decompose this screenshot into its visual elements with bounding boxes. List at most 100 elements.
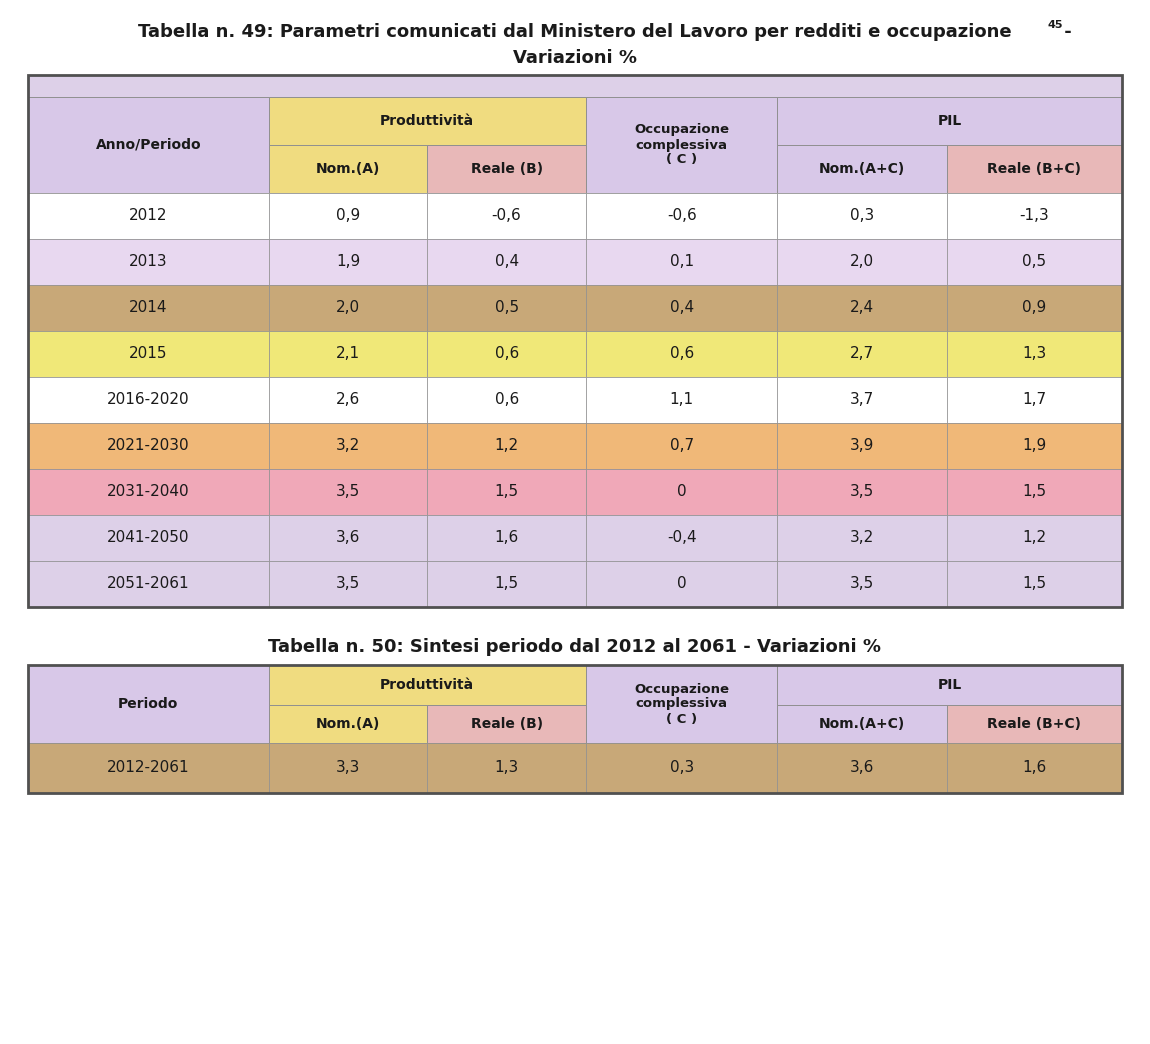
Text: 2,0: 2,0 <box>850 255 874 269</box>
Bar <box>946 515 1122 561</box>
Bar <box>586 665 777 743</box>
Text: 1,2: 1,2 <box>1022 530 1046 546</box>
Bar <box>586 285 777 331</box>
Bar <box>28 665 1122 793</box>
Bar <box>586 377 777 423</box>
Bar <box>269 145 428 193</box>
Bar <box>28 75 1122 607</box>
Text: 1,1: 1,1 <box>669 393 693 407</box>
Text: 1,7: 1,7 <box>1022 393 1046 407</box>
Text: 2041-2050: 2041-2050 <box>107 530 190 546</box>
Text: 0,6: 0,6 <box>669 347 693 361</box>
Bar <box>28 665 269 743</box>
Text: 3,5: 3,5 <box>850 576 874 592</box>
Bar <box>946 469 1122 515</box>
Text: 2013: 2013 <box>129 255 168 269</box>
Bar <box>946 193 1122 239</box>
Text: 2,6: 2,6 <box>336 393 360 407</box>
Text: 3,2: 3,2 <box>850 530 874 546</box>
Bar <box>777 423 946 469</box>
Bar <box>269 331 428 377</box>
Text: 1,5: 1,5 <box>494 576 519 592</box>
Bar <box>946 239 1122 285</box>
Bar <box>586 97 777 193</box>
Text: Reale (B+C): Reale (B+C) <box>988 162 1081 176</box>
Text: 0,9: 0,9 <box>1022 301 1046 315</box>
Text: 1,6: 1,6 <box>494 530 519 546</box>
Text: 2051-2061: 2051-2061 <box>107 576 190 592</box>
Text: 0,9: 0,9 <box>336 209 360 223</box>
Bar <box>586 743 777 793</box>
Text: Anno/Periodo: Anno/Periodo <box>95 138 201 152</box>
Text: Occupazione
complessiva
( C ): Occupazione complessiva ( C ) <box>634 683 729 726</box>
Text: PIL: PIL <box>937 114 961 128</box>
Bar <box>428 239 586 285</box>
Bar <box>946 145 1122 193</box>
Bar <box>586 469 777 515</box>
Text: Tabella n. 50: Sintesi periodo dal 2012 al 2061 - Variazioni %: Tabella n. 50: Sintesi periodo dal 2012 … <box>268 638 882 656</box>
Text: 0,3: 0,3 <box>850 209 874 223</box>
Bar <box>586 331 777 377</box>
Text: PIL: PIL <box>937 678 961 692</box>
Text: 0: 0 <box>677 576 687 592</box>
Text: Produttività: Produttività <box>381 114 474 128</box>
Bar <box>269 97 586 145</box>
Bar <box>269 515 428 561</box>
Bar <box>28 193 269 239</box>
Text: 1,9: 1,9 <box>336 255 360 269</box>
Bar <box>428 331 586 377</box>
Bar <box>28 515 269 561</box>
Text: 1,3: 1,3 <box>494 760 519 776</box>
Bar <box>777 743 946 793</box>
Text: 2012-2061: 2012-2061 <box>107 760 190 776</box>
Text: 3,5: 3,5 <box>336 484 360 499</box>
Text: 1,2: 1,2 <box>494 438 519 453</box>
Bar <box>269 285 428 331</box>
Bar <box>428 743 586 793</box>
Bar <box>946 743 1122 793</box>
Bar <box>946 331 1122 377</box>
Text: 1,6: 1,6 <box>1022 760 1046 776</box>
Text: 2031-2040: 2031-2040 <box>107 484 190 499</box>
Bar <box>777 97 1122 145</box>
Bar <box>777 705 946 743</box>
Text: 3,2: 3,2 <box>336 438 360 453</box>
Bar <box>777 193 946 239</box>
Text: Nom.(A): Nom.(A) <box>316 717 381 731</box>
Text: 3,5: 3,5 <box>336 576 360 592</box>
Bar <box>28 285 269 331</box>
Text: 1,9: 1,9 <box>1022 438 1046 453</box>
Text: 1,5: 1,5 <box>1022 484 1046 499</box>
Bar <box>586 515 777 561</box>
Text: 3,3: 3,3 <box>336 760 360 776</box>
Bar <box>28 561 269 607</box>
Bar <box>28 423 269 469</box>
Bar <box>777 239 946 285</box>
Bar <box>28 75 1122 607</box>
Bar <box>586 239 777 285</box>
Text: 0,4: 0,4 <box>494 255 519 269</box>
Bar <box>428 377 586 423</box>
Text: 1,3: 1,3 <box>1022 347 1046 361</box>
Bar <box>777 331 946 377</box>
Text: -: - <box>1058 23 1072 41</box>
Text: 0,1: 0,1 <box>669 255 693 269</box>
Text: -1,3: -1,3 <box>1020 209 1049 223</box>
Text: 2014: 2014 <box>129 301 168 315</box>
Text: 2,7: 2,7 <box>850 347 874 361</box>
Text: 3,6: 3,6 <box>336 530 360 546</box>
Text: 3,9: 3,9 <box>850 438 874 453</box>
Text: Tabella n. 49: Parametri comunicati dal Ministero del Lavoro per redditi e occup: Tabella n. 49: Parametri comunicati dal … <box>138 23 1012 41</box>
Bar <box>946 705 1122 743</box>
Bar <box>428 515 586 561</box>
Text: 0,4: 0,4 <box>669 301 693 315</box>
Text: Produttività: Produttività <box>381 678 474 692</box>
Text: 2015: 2015 <box>129 347 168 361</box>
Bar <box>269 743 428 793</box>
Bar <box>269 469 428 515</box>
Bar <box>428 145 586 193</box>
Bar <box>428 561 586 607</box>
Text: Reale (B): Reale (B) <box>470 162 543 176</box>
Text: Nom.(A+C): Nom.(A+C) <box>819 717 905 731</box>
Text: 3,5: 3,5 <box>850 484 874 499</box>
